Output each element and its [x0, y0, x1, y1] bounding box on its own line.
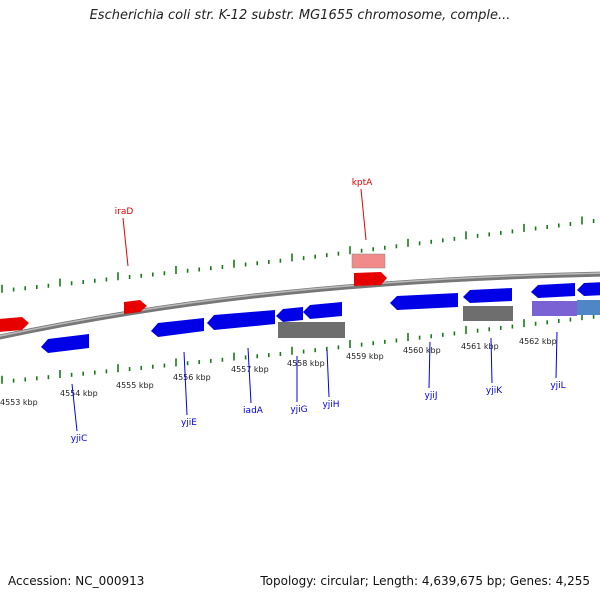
gene-leader-line: [360, 188, 367, 241]
gene-leader-line: [555, 331, 558, 379]
gene-labels-bottom: yjiC yjiE iadA yjiG yjiH yjiJ yjiK yjiL: [71, 331, 566, 444]
gene-label-iraD[interactable]: iraD: [115, 207, 134, 217]
feature-yjiK[interactable]: [463, 288, 512, 303]
topology-label: Topology: circular; Length: 4,639,675 bp…: [260, 574, 590, 588]
scale-label: 4559 kbp: [346, 352, 384, 361]
feature-grey-1[interactable]: [278, 322, 345, 338]
feature-grey-2[interactable]: [463, 306, 513, 321]
scale-label: 4558 kbp: [287, 359, 325, 368]
gene-label-yjiK[interactable]: yjiK: [486, 386, 503, 396]
gene-label-yjiE[interactable]: yjiE: [181, 418, 197, 428]
feature-yjiC[interactable]: [41, 334, 89, 353]
gene-leader-line: [490, 337, 493, 384]
feature-kptA[interactable]: [354, 272, 387, 286]
scale-label: 4557 kbp: [231, 365, 269, 374]
gene-leader-line: [71, 383, 78, 432]
feature-yjiG[interactable]: [276, 307, 303, 322]
scale-label: 4561 kbp: [461, 342, 499, 351]
feature-iraD[interactable]: [124, 300, 147, 314]
gene-label-yjiJ[interactable]: yjiJ: [425, 391, 438, 401]
scale-label: 4562 kbp: [519, 337, 557, 346]
gene-leader-line: [326, 349, 330, 398]
gene-leader-line: [183, 351, 188, 416]
feature-yjiH[interactable]: [303, 302, 342, 319]
scale-label: 4556 kbp: [173, 373, 211, 382]
scale-labels: 4553 kbp 4554 kbp 4555 kbp 4556 kbp 4557 kbp…: [0, 337, 557, 407]
scale-label: 4554 kbp: [60, 389, 98, 398]
scale-label: 4560 kbp: [403, 346, 441, 355]
gene-leader-line: [247, 347, 252, 404]
gene-leader-line: [428, 341, 431, 389]
feature-steel[interactable]: [577, 300, 600, 315]
gene-label-iadA[interactable]: iadA: [243, 406, 264, 416]
feature-yjiL[interactable]: [531, 283, 575, 298]
accession-label: Accession: NC_000913: [8, 574, 145, 588]
gene-label-kptA[interactable]: kptA: [352, 178, 373, 188]
feature-yjiE[interactable]: [151, 318, 204, 337]
feature-reverse-edge[interactable]: [577, 282, 600, 296]
chromosome-backbone: [0, 271, 600, 340]
outer-tick-track: [1, 216, 595, 293]
feature-yjiJ[interactable]: [390, 293, 458, 310]
feature-iadA[interactable]: [207, 310, 275, 330]
gene-label-yjiL[interactable]: yjiL: [550, 381, 565, 391]
feature-kptA-pink[interactable]: [351, 253, 386, 269]
gene-labels-top: iraD kptA: [115, 178, 373, 267]
gene-label-yjiC[interactable]: yjiC: [71, 434, 88, 444]
gene-label-yjiG[interactable]: yjiG: [290, 405, 307, 415]
gene-leader-line: [122, 217, 129, 267]
map-title: Escherichia coli str. K-12 substr. MG165…: [89, 8, 511, 23]
scale-label: 4555 kbp: [116, 381, 154, 390]
gene-label-yjiH[interactable]: yjiH: [322, 400, 339, 410]
feature-forward-1[interactable]: [0, 317, 29, 332]
scale-label: 4553 kbp: [0, 398, 38, 407]
feature-purple[interactable]: [532, 301, 577, 316]
